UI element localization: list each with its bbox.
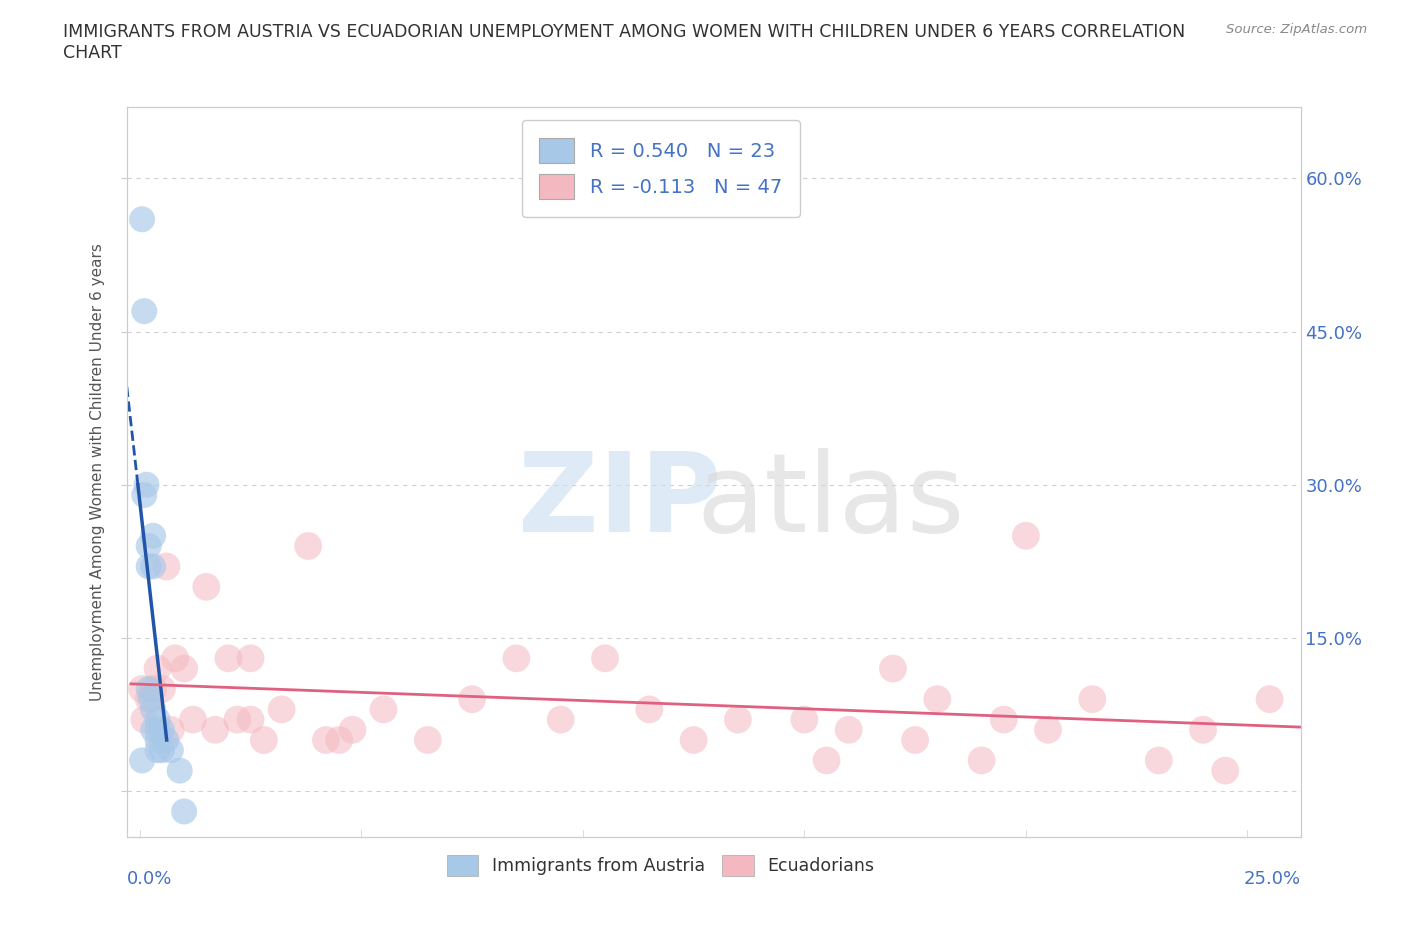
Point <box>461 692 484 707</box>
Point <box>142 682 165 697</box>
Point <box>270 702 292 717</box>
Point <box>146 743 169 758</box>
Point <box>882 661 904 676</box>
Point <box>142 559 165 574</box>
Point <box>131 212 153 227</box>
Point <box>239 651 262 666</box>
Text: IMMIGRANTS FROM AUSTRIA VS ECUADORIAN UNEMPLOYMENT AMONG WOMEN WITH CHILDREN UND: IMMIGRANTS FROM AUSTRIA VS ECUADORIAN UN… <box>63 23 1185 62</box>
Point <box>155 559 177 574</box>
Point <box>1015 528 1038 543</box>
Point <box>993 712 1015 727</box>
Point <box>373 702 395 717</box>
Point <box>239 712 262 727</box>
Point <box>1147 753 1170 768</box>
Point <box>253 733 276 748</box>
Point <box>138 559 160 574</box>
Point <box>416 733 439 748</box>
Point <box>682 733 704 748</box>
Point <box>328 733 350 748</box>
Point <box>150 743 173 758</box>
Point <box>181 712 204 727</box>
Point <box>505 651 527 666</box>
Point <box>970 753 993 768</box>
Point <box>150 682 173 697</box>
Point <box>1258 692 1281 707</box>
Point <box>169 764 191 778</box>
Point <box>134 712 156 727</box>
Point <box>315 733 337 748</box>
Point <box>135 477 157 492</box>
Point <box>593 651 616 666</box>
Point <box>131 682 153 697</box>
Text: 0.0%: 0.0% <box>127 870 172 888</box>
Point <box>1081 692 1104 707</box>
Text: atlas: atlas <box>697 447 965 554</box>
Point <box>142 723 165 737</box>
Point <box>195 579 218 594</box>
Point <box>165 651 187 666</box>
Point <box>1036 723 1059 737</box>
Point <box>727 712 749 727</box>
Point <box>173 661 195 676</box>
Text: 25.0%: 25.0% <box>1243 870 1301 888</box>
Point <box>146 712 169 727</box>
Point <box>226 712 249 727</box>
Point <box>838 723 860 737</box>
Point <box>138 538 160 553</box>
Point <box>134 487 156 502</box>
Point <box>155 733 177 748</box>
Point <box>139 692 162 707</box>
Point <box>815 753 838 768</box>
Point <box>138 692 160 707</box>
Point <box>1213 764 1236 778</box>
Point <box>150 723 173 737</box>
Point <box>160 743 183 758</box>
Point <box>793 712 815 727</box>
Point <box>160 723 183 737</box>
Point <box>217 651 239 666</box>
Point <box>550 712 572 727</box>
Point <box>146 733 169 748</box>
Y-axis label: Unemployment Among Women with Children Under 6 years: Unemployment Among Women with Children U… <box>90 243 105 701</box>
Point <box>134 304 156 319</box>
Point <box>146 723 169 737</box>
Point <box>142 702 165 717</box>
Point <box>204 723 226 737</box>
Point <box>138 682 160 697</box>
Text: Source: ZipAtlas.com: Source: ZipAtlas.com <box>1226 23 1367 36</box>
Legend: Immigrants from Austria, Ecuadorians: Immigrants from Austria, Ecuadorians <box>440 848 882 884</box>
Point <box>173 804 195 819</box>
Point <box>142 528 165 543</box>
Point <box>638 702 661 717</box>
Point <box>131 753 153 768</box>
Point <box>927 692 949 707</box>
Point <box>1192 723 1215 737</box>
Point <box>297 538 319 553</box>
Point <box>146 661 169 676</box>
Point <box>342 723 364 737</box>
Text: ZIP: ZIP <box>517 447 721 554</box>
Point <box>904 733 927 748</box>
